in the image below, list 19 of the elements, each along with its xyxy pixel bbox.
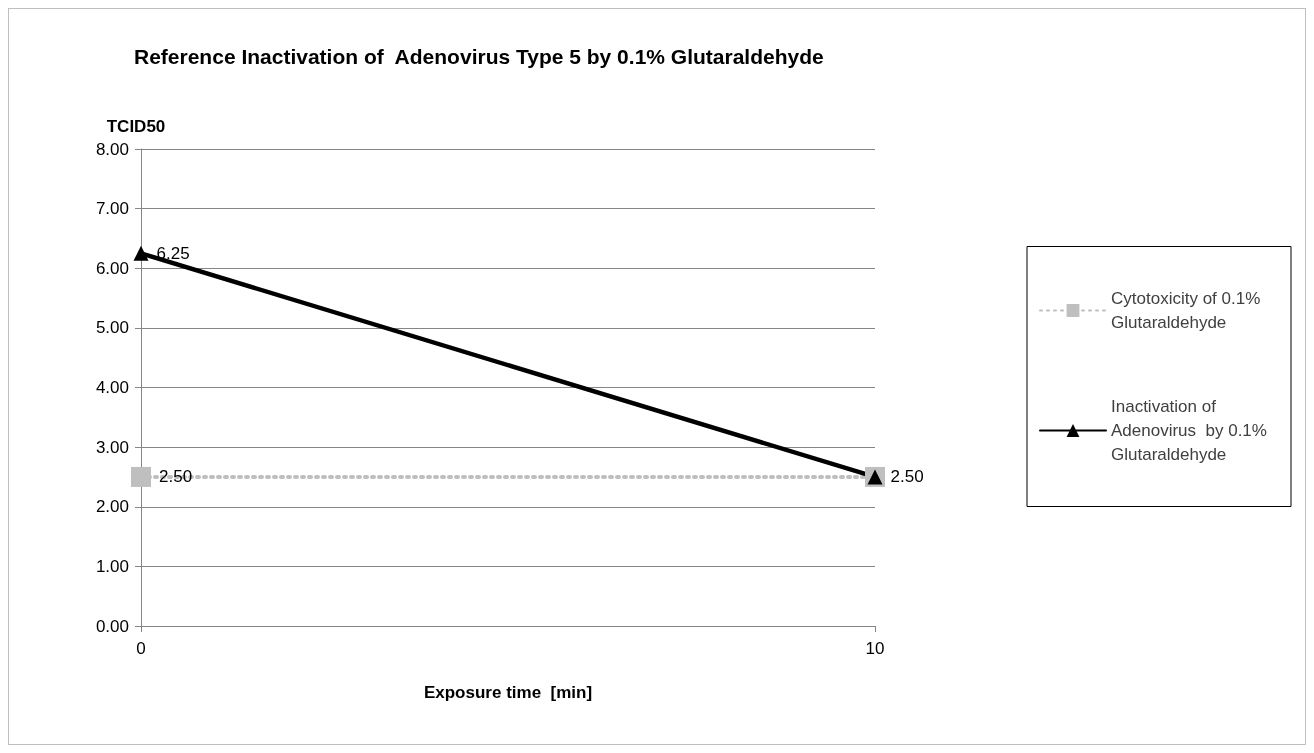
data-label: 6.25 <box>156 243 190 263</box>
x-tick-label: 0 <box>136 639 146 658</box>
y-tick-label: 1.00 <box>95 556 129 576</box>
x-tick-label: 10 <box>865 639 885 658</box>
y-tick-label: 6.00 <box>95 258 129 278</box>
y-tick-label: 4.00 <box>95 378 129 397</box>
data-label: 2.50 <box>890 467 924 487</box>
legend-label: Inactivation of Adenovirus by 0.1% Glutaraldehyde <box>1111 397 1272 464</box>
y-tick-label: 5.00 <box>95 318 129 338</box>
data-label: 2.50 <box>159 467 193 487</box>
y-tick-label: 0.00 <box>95 616 129 636</box>
y-axis-title: TCID50 <box>106 117 166 136</box>
y-tick-label: 3.00 <box>95 437 129 457</box>
legend-label: Cytotoxicity of 0.1% Glutaraldehyde <box>1111 289 1266 332</box>
y-tick-label: 8.00 <box>95 139 129 159</box>
y-tick-label: 7.00 <box>95 199 129 219</box>
chart-title: Reference Inactivation of Adenovirus Type 5 by 0.1% Glutaraldehyde <box>134 45 824 68</box>
y-tick-label: 2.00 <box>95 497 129 517</box>
x-axis-title: Exposure time [min] <box>423 683 593 702</box>
